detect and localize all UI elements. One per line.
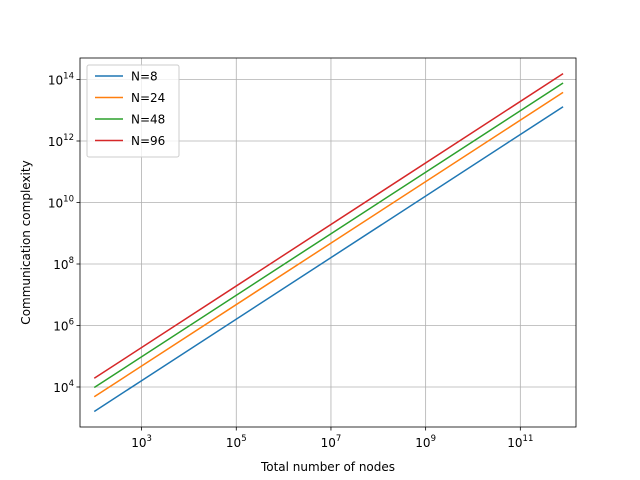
x-tick-label: 1011 <box>507 434 533 450</box>
legend-box <box>86 64 180 158</box>
x-tick-label: 109 <box>415 434 436 450</box>
x-tick-label: 105 <box>226 434 247 450</box>
y-tick-label: 1012 <box>48 133 74 149</box>
plot-lines <box>93 73 564 413</box>
x-axis-label: Total number of nodes <box>260 460 395 474</box>
legend-label: N=48 <box>131 113 165 127</box>
legend-label: N=8 <box>131 70 158 84</box>
y-tick-label: 108 <box>53 256 74 272</box>
x-tick-label: 107 <box>321 434 342 450</box>
series-line-n-96 <box>93 73 564 379</box>
x-tick-label: 103 <box>131 434 152 450</box>
y-tick-label: 1014 <box>48 71 74 87</box>
legend: N=8 N=24 N=48 N=96 <box>86 64 180 158</box>
y-tick-label: 104 <box>53 379 74 395</box>
series-line-n-24 <box>93 91 564 398</box>
y-tick-label: 1010 <box>48 194 74 210</box>
y-axis-label: Communication complexity <box>19 160 33 324</box>
legend-label: N=96 <box>131 134 165 148</box>
series-line-n-48 <box>93 82 564 389</box>
legend-label: N=24 <box>131 91 165 105</box>
plot-frame <box>79 57 577 428</box>
axis-ticks: 103 105 107 109 1011 104 106 108 1010 1012 1014 <box>48 71 533 450</box>
series-line-n-8 <box>93 106 564 413</box>
y-tick-label: 106 <box>53 317 74 333</box>
